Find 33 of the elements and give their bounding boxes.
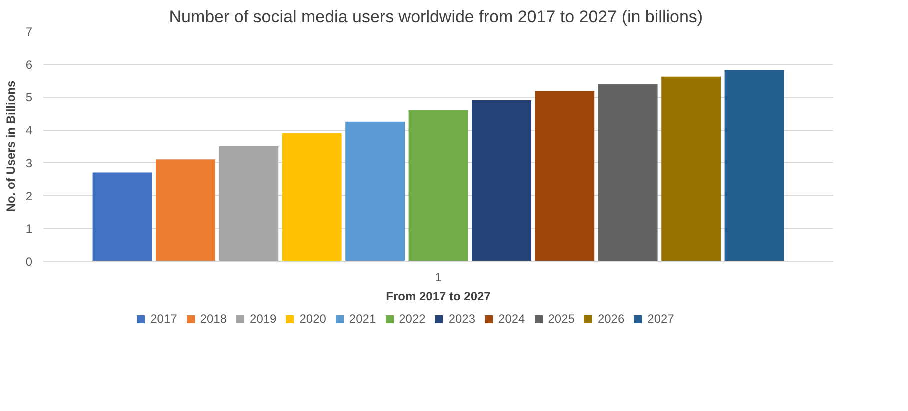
y-tick-label: 3 <box>26 156 33 170</box>
legend-label: 2018 <box>200 312 228 326</box>
bar <box>472 100 532 262</box>
legend-label: 2017 <box>150 312 178 326</box>
legend-label: 2027 <box>648 312 674 326</box>
legend-label: 2019 <box>250 312 277 326</box>
y-tick-label: 0 <box>26 255 33 269</box>
legend-label: 2021 <box>349 312 376 326</box>
legend-label: 2025 <box>548 312 575 326</box>
y-tick-label: 5 <box>26 90 33 105</box>
bar <box>598 84 658 262</box>
bar <box>219 146 279 262</box>
bar <box>346 122 406 262</box>
legend-label: 2024 <box>498 312 526 326</box>
legend-label: 2026 <box>598 312 625 326</box>
y-tick-label: 1 <box>26 222 33 236</box>
y-tick-label: 2 <box>26 189 33 204</box>
bar <box>535 91 595 262</box>
bar <box>282 133 342 262</box>
bar <box>156 160 216 262</box>
legend-label: 2022 <box>399 312 426 326</box>
bar <box>92 172 152 262</box>
chart-title: Number of social media users worldwide from 2017 to 2027 (in billions) <box>169 8 704 26</box>
legend-label: 2020 <box>300 312 326 326</box>
y-axis-title: No. of Users in Billions <box>4 80 18 212</box>
y-tick-label: 7 <box>26 25 33 39</box>
bar <box>724 70 784 262</box>
bar <box>662 76 722 262</box>
legend-label: 2023 <box>448 312 476 326</box>
x-axis-title: From 2017 to 2027 <box>386 290 492 304</box>
bar <box>408 110 468 262</box>
y-tick-label: 4 <box>26 124 33 138</box>
y-tick-label: 6 <box>26 58 33 72</box>
